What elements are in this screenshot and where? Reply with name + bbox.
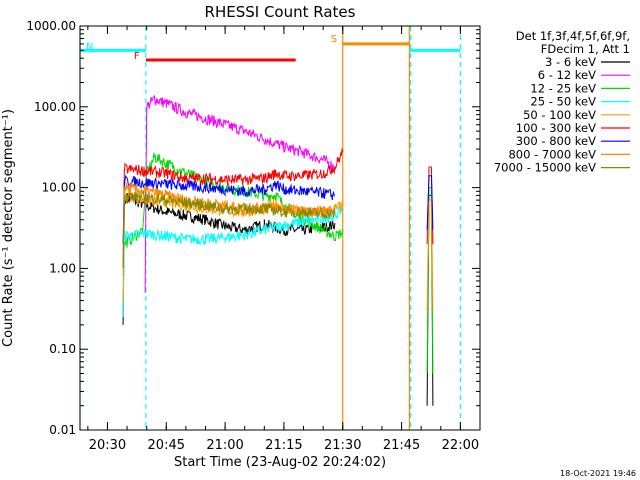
y-tick-label: 0.10 [49,342,76,356]
series-line-50-100-kev-late [426,199,434,311]
legend-label: 6 - 12 keV [538,68,596,82]
legend-label: 100 - 300 keV [516,121,596,135]
x-tick-label: 21:15 [265,438,302,453]
legend-header: FDecim 1, Att 1 [541,42,630,56]
legend-label: 25 - 50 keV [530,95,596,109]
legend: Det 1f,3f,4f,5f,6f,9f,FDecim 1, Att 13 -… [494,29,630,175]
legend-label: 300 - 800 keV [516,134,596,148]
series-line-300-800-kev [122,174,336,245]
axis-ticks: 0.01 0.10 1.00 10.00 100.00 1000.00 20:30 20:45… [26,19,481,453]
x-tick-label: 20:45 [148,438,185,453]
y-tick-label: 1000.00 [26,19,76,33]
x-axis-label: Start Time (23-Aug-02 20:24:02) [174,455,386,470]
plot-frame [79,25,481,431]
series-line-300-800-kev-late [426,175,434,230]
footer-timestamp: 18-Oct-2021 19:46 [560,469,636,478]
plot-marks: N F S [79,26,461,430]
chart-title: RHESSI Count Rates [205,3,356,21]
series-line-100-300-kev [122,148,344,269]
series-line-6-12-kev [144,94,336,293]
series-line-3-6-kev [122,193,336,325]
legend-label: 3 - 6 keV [545,55,596,69]
flag-label-f: F [134,51,140,62]
y-tick-label: 10.00 [42,181,76,195]
legend-label: 50 - 100 keV [523,108,596,122]
x-tick-label: 21:00 [206,438,243,453]
x-tick-label: 21:30 [324,438,361,453]
series-line-7000-15000-kev [122,190,336,269]
y-tick-label: 100.00 [34,100,76,114]
flag-label-s: S [331,34,337,45]
series-line-25-50-kev [122,204,344,318]
legend-label: 800 - 7000 keV [508,147,596,161]
y-tick-label: 0.01 [49,423,76,437]
x-tick-label: 20:30 [89,438,126,453]
y-axis-label: Count Rate (s⁻¹ detector segment⁻¹) [1,109,16,347]
x-tick-label: 21:45 [383,438,420,453]
flag-label-n: N [86,41,93,52]
legend-header: Det 1f,3f,4f,5f,6f,9f, [516,29,630,43]
legend-label: 12 - 25 keV [530,81,596,95]
legend-label: 7000 - 15000 keV [494,161,596,175]
y-tick-label: 1.00 [49,261,76,275]
x-tick-label: 22:00 [442,438,479,453]
